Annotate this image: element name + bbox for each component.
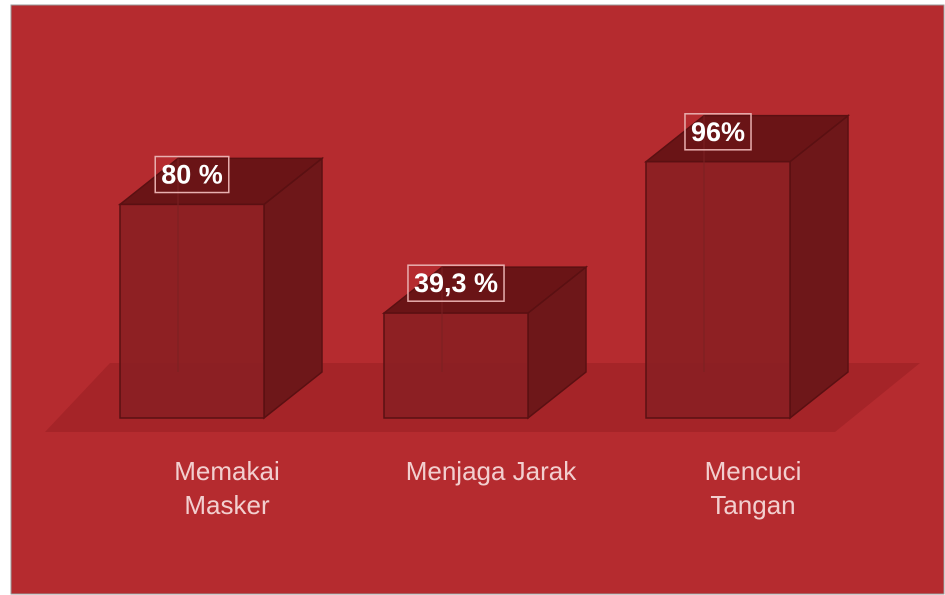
value-label-box [684, 113, 752, 151]
bar-front [383, 312, 529, 419]
bar-front [119, 203, 265, 419]
value-label: 80 % [161, 160, 223, 190]
bar [117, 156, 325, 420]
value-label: 39,3 % [414, 268, 498, 298]
x-tick-label: Mencuci Tangan [705, 456, 802, 520]
bar-front [645, 160, 791, 419]
x-tick-label: Memakai Masker [174, 456, 279, 520]
bar [643, 114, 851, 420]
value-label-box [154, 155, 230, 194]
x-tick-label: Menjaga Jarak [406, 456, 578, 486]
bar [381, 265, 589, 420]
value-label-box [407, 264, 505, 302]
value-label: 96% [691, 117, 745, 147]
bar-side [789, 114, 849, 420]
